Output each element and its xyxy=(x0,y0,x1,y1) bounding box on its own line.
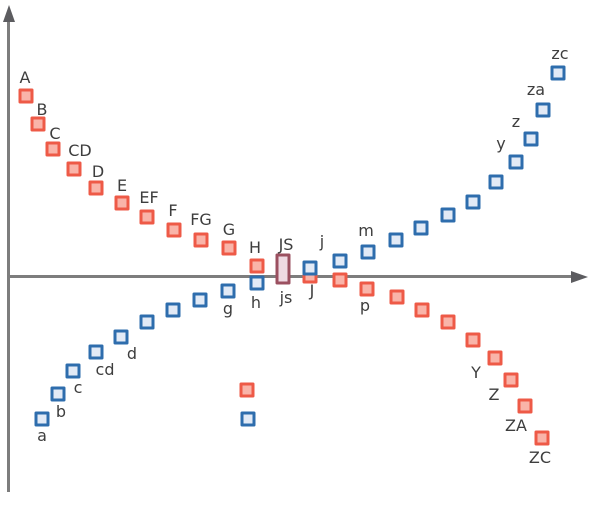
point-label-JS: JS xyxy=(278,235,294,254)
uppercase-red-point xyxy=(414,302,430,318)
uppercase-red-point-B xyxy=(30,116,46,132)
point-label-H: H xyxy=(248,238,262,257)
uppercase-red-point xyxy=(239,382,255,398)
y-axis-arrow-icon xyxy=(2,5,15,22)
point-label-h: h xyxy=(250,293,262,312)
point-label-b: b xyxy=(55,402,67,421)
lowercase-blue-point-cd xyxy=(88,344,104,360)
lowercase-blue-point-y xyxy=(508,154,524,170)
point-label-B: B xyxy=(36,100,48,119)
point-label-j: j xyxy=(319,232,325,251)
point-label-ZA: ZA xyxy=(505,416,527,435)
lowercase-blue-point-zc xyxy=(550,65,566,81)
lowercase-blue-point xyxy=(488,174,504,190)
uppercase-red-point-F xyxy=(166,222,182,238)
highlight-crossover-rect xyxy=(275,253,291,285)
uppercase-red-point-CD xyxy=(66,161,82,177)
lowercase-blue-point-za xyxy=(535,102,551,118)
uppercase-red-point xyxy=(332,272,348,288)
lowercase-blue-point xyxy=(465,194,481,210)
uppercase-red-point-p xyxy=(359,281,375,297)
lowercase-blue-point xyxy=(332,253,348,269)
point-label-d: d xyxy=(126,344,138,363)
uppercase-red-point xyxy=(465,332,481,348)
point-label-js: js xyxy=(279,288,293,307)
point-label-p: p xyxy=(359,296,371,315)
uppercase-red-point-C xyxy=(45,141,61,157)
uppercase-red-point-D xyxy=(88,180,104,196)
point-label-ZC: ZC xyxy=(528,448,552,467)
uppercase-red-point-E xyxy=(114,195,130,211)
point-label-C: C xyxy=(49,124,61,143)
point-label-za: za xyxy=(526,80,546,99)
point-label-Y: Y xyxy=(471,363,481,382)
point-label-J: J xyxy=(309,281,315,300)
lowercase-blue-point xyxy=(139,314,155,330)
point-label-EF: EF xyxy=(139,188,159,207)
lowercase-blue-point-a xyxy=(34,411,50,427)
lowercase-blue-point-b xyxy=(50,386,66,402)
lowercase-blue-point-h xyxy=(249,275,265,291)
point-label-CD: CD xyxy=(68,141,92,160)
point-label-c: c xyxy=(73,378,83,397)
point-label-zc: zc xyxy=(551,44,569,63)
uppercase-red-point xyxy=(440,314,456,330)
uppercase-red-point-FG xyxy=(193,232,209,248)
lowercase-blue-point xyxy=(388,232,404,248)
uppercase-red-point-ZC xyxy=(534,430,550,446)
lowercase-blue-point-d xyxy=(113,329,129,345)
lowercase-blue-point-j xyxy=(302,260,318,276)
lowercase-blue-point xyxy=(192,292,208,308)
lowercase-blue-point xyxy=(240,411,256,427)
point-label-G: G xyxy=(222,220,236,239)
point-label-m: m xyxy=(358,221,374,240)
point-label-y: y xyxy=(496,134,506,153)
point-label-F: F xyxy=(168,201,178,220)
point-label-a: a xyxy=(37,426,47,445)
point-label-cd: cd xyxy=(95,360,115,379)
uppercase-red-point-Z xyxy=(503,372,519,388)
uppercase-red-point-EF xyxy=(139,209,155,225)
lowercase-blue-point xyxy=(165,302,181,318)
point-label-A: A xyxy=(19,68,31,87)
point-label-g: g xyxy=(222,299,234,318)
lowercase-blue-point-m xyxy=(360,244,376,260)
point-label-FG: FG xyxy=(190,210,212,229)
y-axis xyxy=(7,20,10,492)
point-label-E: E xyxy=(116,176,128,195)
lowercase-blue-point-z xyxy=(523,131,539,147)
uppercase-red-point-Y xyxy=(487,350,503,366)
lowercase-blue-point-c xyxy=(65,363,81,379)
lowercase-blue-point xyxy=(440,207,456,223)
uppercase-red-point-ZA xyxy=(517,398,533,414)
point-label-Z: Z xyxy=(488,385,500,404)
point-label-D: D xyxy=(91,162,105,181)
x-axis-arrow-icon xyxy=(571,270,588,283)
lowercase-blue-point-g xyxy=(220,283,236,299)
uppercase-red-point-G xyxy=(221,240,237,256)
uppercase-red-point-A xyxy=(18,88,34,104)
uppercase-red-point xyxy=(389,289,405,305)
lowercase-blue-point xyxy=(413,220,429,236)
uppercase-red-point-H xyxy=(249,258,265,274)
point-label-z: z xyxy=(511,112,521,131)
